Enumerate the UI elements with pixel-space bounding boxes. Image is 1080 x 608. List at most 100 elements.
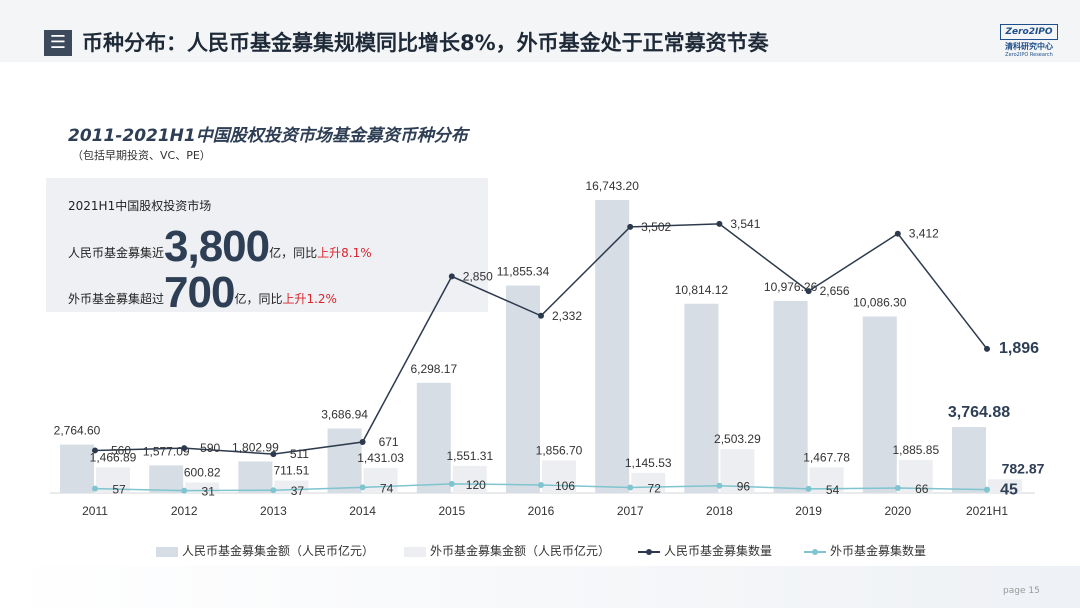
bar-fx-amount xyxy=(363,467,398,493)
bar-rmb-amount xyxy=(684,303,719,493)
data-label-fx-count: 66 xyxy=(915,482,929,496)
data-label-rmb-count: 590 xyxy=(200,441,220,455)
legend-rmb-count: 人民币基金募集数量 xyxy=(638,542,772,559)
callout-fx-row: 外币基金募集超过700亿，同比上升1.2% xyxy=(68,268,337,318)
legend-fx-count: 外币基金募集数量 xyxy=(804,542,926,559)
x-tick-label: 2014 xyxy=(349,504,376,518)
line-rmb-count-point xyxy=(270,451,277,458)
data-label-rmb-count: 560 xyxy=(111,443,131,457)
line-fx-count-point xyxy=(805,485,812,492)
line-fx-count-point xyxy=(448,480,455,487)
line-fx-count-point xyxy=(894,484,901,491)
data-label-fx-count: 37 xyxy=(291,484,305,498)
legend-fx-amount: 外币基金募集金额（人民币亿元） xyxy=(404,542,610,559)
legend-label: 外币基金募集数量 xyxy=(830,544,927,558)
bar-rmb-amount xyxy=(149,465,184,493)
title-band xyxy=(0,0,1080,62)
rmb-change: 上升8.1% xyxy=(317,246,372,260)
line-fx-count-point xyxy=(984,486,990,493)
line-rmb-count-point xyxy=(627,223,634,230)
data-label-rmb-count: 3,541 xyxy=(730,217,760,231)
x-tick-label: 2011 xyxy=(82,504,108,518)
data-label-fx-count: 96 xyxy=(737,480,751,494)
data-label-fx-amount: 711.51 xyxy=(273,464,309,478)
data-label-rmb-amount: 10,814.12 xyxy=(675,283,729,297)
bar-fx-amount xyxy=(185,482,220,493)
line-rmb-count-point xyxy=(894,230,901,237)
chart-title: 2011-2021H1中国股权投资市场基金募资币种分布 xyxy=(68,126,468,146)
bar-fx-amount xyxy=(452,465,487,493)
fx-change: 上升1.2% xyxy=(282,292,337,306)
callout-rmb-row: 人民币基金募集近3,800亿，同比上升8.1% xyxy=(68,222,372,272)
legend-label: 外币基金募集金额（人民币亿元） xyxy=(430,544,611,558)
logo-cn-text: 清科研究中心 xyxy=(1005,42,1053,51)
line-rmb-count-point xyxy=(984,345,990,352)
data-label-fx-amount: 2,503.29 xyxy=(714,432,761,446)
logo-wordmark: Zero2IPO xyxy=(1000,24,1058,40)
x-tick-label: 2013 xyxy=(260,504,287,518)
bar-rmb-amount xyxy=(60,444,94,493)
legend-swatch-rmb-bar xyxy=(156,546,178,557)
logo-en-text: Zero2IPO Research xyxy=(1005,52,1053,58)
rmb-big-value: 3,800 xyxy=(164,222,270,271)
bar-rmb-amount xyxy=(862,316,897,493)
data-label-fx-count: 57 xyxy=(112,483,126,497)
data-label-rmb-count: 3,502 xyxy=(641,220,671,234)
summary-callout: 2021H1中国股权投资市场 人民币基金募集近3,800亿，同比上升8.1% 外… xyxy=(46,178,488,317)
line-rmb-count-point xyxy=(359,439,366,446)
fx-suffix: 亿，同比 xyxy=(234,292,283,306)
line-fx-count-point xyxy=(270,487,277,494)
data-label-rmb-count: 2,850 xyxy=(463,269,493,283)
line-fx-count-point xyxy=(538,481,544,488)
bar-rmb-amount xyxy=(506,285,540,493)
x-tick-label: 2017 xyxy=(617,504,644,518)
data-label-fx-amount: 1,551.31 xyxy=(446,449,493,463)
line-fx-count-point xyxy=(359,484,366,491)
chart-subtitle: （包括早期投资、VC、PE） xyxy=(72,149,211,162)
bar-fx-amount xyxy=(988,479,1022,493)
footer-band xyxy=(0,566,1080,608)
slide-title: 币种分布：人民币基金募集规模同比增长8%，外币基金处于正常募资节奏 xyxy=(82,31,769,55)
bar-rmb-amount xyxy=(595,199,630,493)
x-tick-label: 2016 xyxy=(528,504,555,518)
legend-label: 人民币基金募集金额（人民币亿元） xyxy=(182,544,375,558)
data-label-rmb-amount: 1,802.99 xyxy=(232,440,279,454)
x-tick-label: 2021H1 xyxy=(966,504,1008,518)
line-fx-count-point xyxy=(92,485,98,492)
data-label-fx-amount: 1,856.70 xyxy=(536,444,583,458)
legend-label: 人民币基金募集数量 xyxy=(664,544,773,558)
bar-rmb-amount xyxy=(416,382,451,493)
data-label-rmb-amount: 2,764.60 xyxy=(54,424,101,438)
data-label-fx-amount: 782.87 xyxy=(1002,460,1045,476)
line-fx-count-point xyxy=(716,482,723,489)
legend-line-rmb xyxy=(638,548,660,555)
data-label-rmb-amount: 11,855.34 xyxy=(497,265,550,279)
line-rmb-count-point xyxy=(805,288,812,295)
bar-rmb-amount xyxy=(773,300,808,493)
data-label-rmb-count: 1,896 xyxy=(999,340,1039,357)
fx-big-value: 700 xyxy=(164,268,235,317)
data-label-fx-count: 45 xyxy=(1000,482,1018,499)
data-label-rmb-amount: 10,976.26 xyxy=(764,280,818,294)
data-label-fx-amount: 1,431.03 xyxy=(357,451,404,465)
data-label-rmb-amount: 16,743.20 xyxy=(586,179,640,193)
data-label-fx-count: 106 xyxy=(555,479,575,493)
x-tick-label: 2020 xyxy=(884,504,911,518)
data-label-fx-amount: 1,467.78 xyxy=(803,450,850,464)
data-label-rmb-count: 671 xyxy=(379,435,399,449)
x-tick-label: 2012 xyxy=(171,504,198,518)
menu-lines-icon: ☰ xyxy=(44,30,72,56)
data-label-fx-amount: 600.82 xyxy=(184,465,221,479)
line-rmb-count-point xyxy=(181,445,188,452)
data-label-fx-count: 120 xyxy=(466,478,486,492)
fx-prefix: 外币基金募集超过 xyxy=(68,292,165,306)
bar-fx-amount xyxy=(542,460,576,493)
legend-swatch-fx-bar xyxy=(404,546,426,557)
data-label-rmb-count: 511 xyxy=(290,447,309,461)
data-label-fx-amount: 1,885.85 xyxy=(892,443,939,457)
data-label-rmb-count: 3,412 xyxy=(909,227,939,241)
data-label-rmb-amount: 3,764.88 xyxy=(948,404,1010,421)
data-label-rmb-amount: 10,086.30 xyxy=(853,295,907,309)
rmb-prefix: 人民币基金募集近 xyxy=(68,246,165,260)
